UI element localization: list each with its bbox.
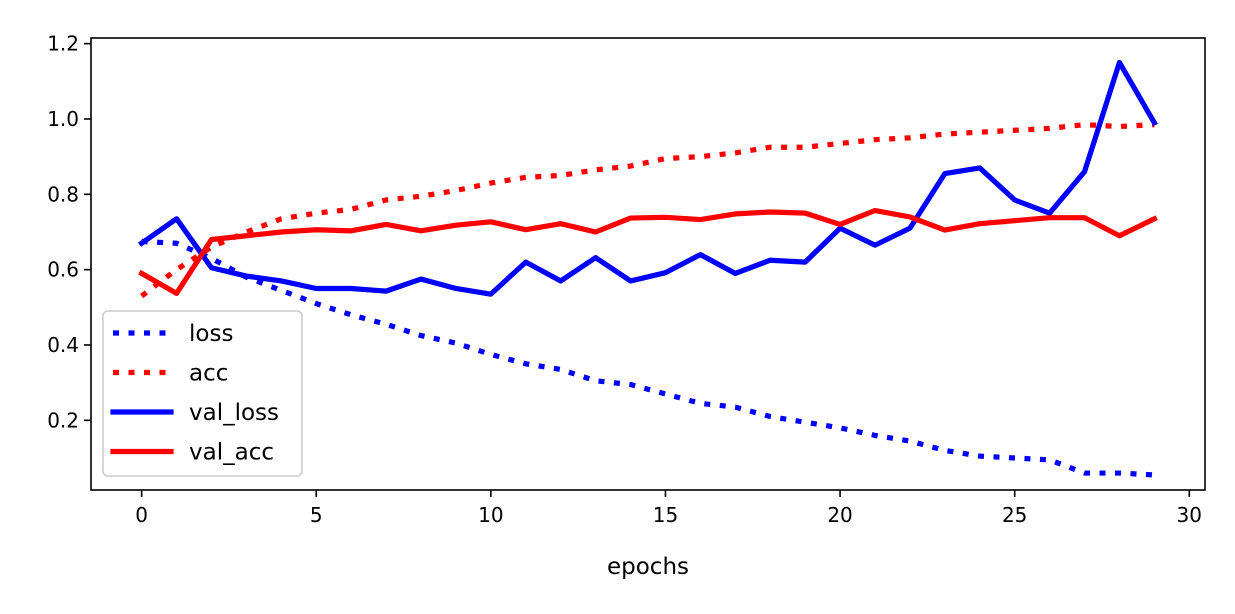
y-tick-label: 0.6 <box>47 258 79 282</box>
x-tick-label: 0 <box>135 503 148 527</box>
legend-label: loss <box>189 321 233 347</box>
y-tick-label: 0.8 <box>47 182 79 206</box>
y-tick-label: 0.4 <box>47 333 79 357</box>
x-tick-label: 25 <box>1002 503 1027 527</box>
legend-label: val_loss <box>189 400 279 426</box>
legend: loss acc val_loss val_acc <box>102 310 303 477</box>
series-line-val-acc <box>138 207 1158 296</box>
series-layer <box>138 59 1158 478</box>
x-tick-label: 30 <box>1177 503 1202 527</box>
series-line-val-loss <box>138 59 1158 297</box>
x-axis-ticks: 0 5 10 15 20 25 30 <box>135 490 1202 527</box>
y-tick-label: 1.2 <box>47 32 79 56</box>
series-line-acc <box>140 122 1155 299</box>
x-tick-label: 5 <box>310 503 323 527</box>
plot-frame <box>90 37 1206 491</box>
x-tick-label: 10 <box>478 503 503 527</box>
series-line-loss <box>141 238 1155 478</box>
x-axis-label: epochs <box>607 554 689 580</box>
y-axis-ticks: 0.2 0.4 0.6 0.8 1.0 1.2 <box>47 32 91 432</box>
x-tick-label: 15 <box>653 503 678 527</box>
y-tick-label: 0.2 <box>47 408 79 432</box>
y-tick-label: 1.0 <box>47 107 79 131</box>
legend-label: acc <box>189 361 228 387</box>
x-tick-label: 20 <box>827 503 852 527</box>
legend-frame <box>102 310 303 477</box>
legend-label: val_acc <box>189 440 274 466</box>
